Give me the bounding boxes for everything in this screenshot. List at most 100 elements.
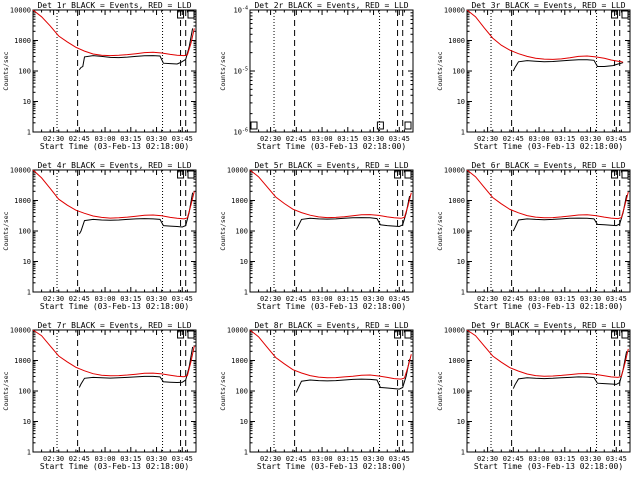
y-tick-label: 10000 bbox=[444, 327, 465, 335]
x-tick-label: 02:30 bbox=[477, 455, 498, 463]
y-tick-label: 10000 bbox=[10, 7, 31, 15]
marker-box bbox=[177, 10, 185, 19]
panel-title: Det 7r BLACK = Events, RED = LLD bbox=[37, 321, 191, 330]
x-axis-label: Start Time (03-Feb-13 02:18:00) bbox=[474, 462, 623, 471]
y-tick-label: 10-4 bbox=[234, 6, 248, 15]
y-axis-label: Counts/sec bbox=[219, 211, 227, 250]
panel-det-3r: Det 3r BLACK = Events, RED = LLD 1 10 100 10… bbox=[436, 1, 631, 151]
marker-box bbox=[187, 170, 195, 179]
x-tick-label: 03:00 bbox=[95, 295, 116, 303]
x-tick-label: 02:45 bbox=[286, 135, 307, 143]
x-tick-label: 03:15 bbox=[337, 455, 358, 463]
panel-title: Det 8r BLACK = Events, RED = LLD bbox=[254, 321, 408, 330]
x-tick-label: 03:00 bbox=[529, 135, 550, 143]
x-axis-label: Start Time (03-Feb-13 02:18:00) bbox=[257, 302, 406, 311]
x-tick-label: 03:30 bbox=[363, 135, 384, 143]
events-line bbox=[512, 59, 624, 72]
y-tick-label: 10000 bbox=[444, 167, 465, 175]
panel-title: Det 9r BLACK = Events, RED = LLD bbox=[471, 321, 625, 330]
x-tick-label: 03:45 bbox=[389, 295, 410, 303]
panel-title: Det 5r BLACK = Events, RED = LLD bbox=[254, 161, 408, 170]
panel-det-4r: Det 4r BLACK = Events, RED = LLD 1 10 100 10… bbox=[2, 161, 197, 311]
x-tick-label: 03:30 bbox=[146, 135, 167, 143]
y-tick-label: 100 bbox=[452, 68, 465, 76]
y-tick-label: 100 bbox=[18, 228, 31, 236]
events-line bbox=[295, 359, 411, 393]
x-tick-label: 02:30 bbox=[43, 455, 64, 463]
x-tick-label: 03:00 bbox=[95, 135, 116, 143]
lld-line bbox=[249, 329, 412, 380]
marker-box bbox=[404, 121, 412, 130]
lld-line bbox=[466, 9, 624, 63]
y-tick-label: 1 bbox=[461, 129, 465, 137]
panel-det-1r: Det 1r BLACK = Events, RED = LLD 1 10 100 10… bbox=[2, 1, 197, 151]
panel-title: Det 1r BLACK = Events, RED = LLD bbox=[37, 1, 191, 10]
x-axis-label: Start Time (03-Feb-13 02:18:00) bbox=[257, 462, 406, 471]
y-tick-label: 1 bbox=[27, 129, 31, 137]
lld-line bbox=[32, 329, 195, 378]
x-tick-label: 02:45 bbox=[286, 455, 307, 463]
y-tick-label: 10 bbox=[240, 258, 248, 266]
x-tick-label: 02:45 bbox=[503, 135, 524, 143]
x-tick-label: 03:30 bbox=[580, 295, 601, 303]
x-tick-label: 03:45 bbox=[606, 295, 627, 303]
x-axis-label: Start Time (03-Feb-13 02:18:00) bbox=[40, 462, 189, 471]
x-tick-label: 02:45 bbox=[69, 135, 90, 143]
marker-box bbox=[611, 10, 619, 19]
y-tick-label: 10-5 bbox=[234, 67, 248, 76]
lld-line bbox=[32, 169, 195, 220]
x-tick-label: 03:30 bbox=[363, 455, 384, 463]
x-tick-label: 03:30 bbox=[580, 135, 601, 143]
marker-box bbox=[177, 330, 185, 339]
panel-det-7r: Det 7r BLACK = Events, RED = LLD 1 10 100 10… bbox=[2, 321, 197, 471]
y-tick-label: 10 bbox=[457, 98, 465, 106]
events-line bbox=[295, 195, 411, 230]
y-tick-label: 100 bbox=[18, 68, 31, 76]
x-tick-label: 02:30 bbox=[477, 135, 498, 143]
x-tick-label: 03:45 bbox=[606, 455, 627, 463]
y-tick-label: 10 bbox=[23, 98, 31, 106]
x-tick-label: 03:45 bbox=[389, 455, 410, 463]
y-axis-label: Counts/sec bbox=[219, 371, 227, 410]
x-tick-label: 02:30 bbox=[260, 295, 281, 303]
x-tick-label: 03:00 bbox=[529, 295, 550, 303]
y-tick-label: 1000 bbox=[231, 357, 248, 365]
y-tick-label: 100 bbox=[235, 388, 248, 396]
y-tick-label: 10-6 bbox=[234, 128, 248, 137]
x-tick-label: 03:00 bbox=[529, 455, 550, 463]
marker-box bbox=[621, 10, 629, 19]
y-tick-label: 10000 bbox=[227, 167, 248, 175]
x-tick-label: 03:45 bbox=[172, 455, 193, 463]
x-axis-label: Start Time (03-Feb-13 02:18:00) bbox=[40, 302, 189, 311]
panel-det-6r: Det 6r BLACK = Events, RED = LLD 1 10 100 10… bbox=[436, 161, 631, 311]
y-tick-label: 10000 bbox=[10, 167, 31, 175]
panel-det-9r: Det 9r BLACK = Events, RED = LLD 1 10 100 10… bbox=[436, 321, 631, 471]
x-tick-label: 03:45 bbox=[389, 135, 410, 143]
marker-box bbox=[404, 170, 412, 179]
x-tick-label: 02:45 bbox=[286, 295, 307, 303]
panel-title: Det 4r BLACK = Events, RED = LLD bbox=[37, 161, 191, 170]
marker-box bbox=[177, 170, 185, 179]
marker-box bbox=[621, 170, 629, 179]
marker-box bbox=[621, 330, 629, 339]
x-axis-label: Start Time (03-Feb-13 02:18:00) bbox=[474, 142, 623, 151]
y-tick-label: 10000 bbox=[10, 327, 31, 335]
lld-line bbox=[32, 9, 195, 57]
y-axis-label: Counts/sec bbox=[219, 51, 227, 90]
marker-box bbox=[187, 330, 195, 339]
x-tick-label: 03:15 bbox=[337, 135, 358, 143]
x-tick-label: 03:00 bbox=[312, 455, 333, 463]
panel-title: Det 2r BLACK = Events, RED = LLD bbox=[254, 1, 408, 10]
x-tick-label: 03:15 bbox=[337, 295, 358, 303]
marker-box bbox=[376, 121, 384, 130]
x-tick-label: 03:45 bbox=[172, 295, 193, 303]
y-axis-label: Counts/sec bbox=[436, 51, 444, 90]
x-tick-label: 02:45 bbox=[69, 455, 90, 463]
marker-box bbox=[250, 121, 258, 130]
marker-box bbox=[611, 330, 619, 339]
x-axis-label: Start Time (03-Feb-13 02:18:00) bbox=[40, 142, 189, 151]
events-line bbox=[78, 346, 194, 388]
y-tick-label: 100 bbox=[235, 228, 248, 236]
x-tick-label: 02:30 bbox=[43, 295, 64, 303]
